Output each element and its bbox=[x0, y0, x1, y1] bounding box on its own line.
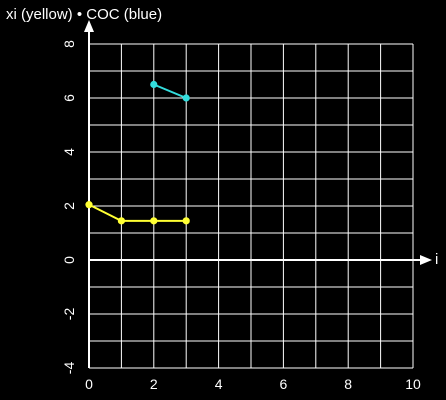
x-tick-label: 10 bbox=[405, 376, 421, 392]
x-tick-label: 6 bbox=[280, 376, 288, 392]
grid bbox=[88, 43, 414, 369]
data-point bbox=[85, 201, 93, 209]
series-line bbox=[88, 203, 187, 222]
y-tick-label: 4 bbox=[61, 148, 77, 156]
y-tick-label: 6 bbox=[61, 94, 77, 102]
series-group bbox=[85, 80, 190, 225]
x-tick-label: 2 bbox=[150, 376, 158, 392]
x-tick-label: 0 bbox=[85, 376, 93, 392]
y-tick-label: 8 bbox=[61, 40, 77, 48]
tick-labels: 8 6 4 2 0 -2 -4 0 2 4 6 8 10 bbox=[61, 40, 421, 392]
y-tick-label: -2 bbox=[61, 308, 77, 321]
y-tick-label: -4 bbox=[61, 362, 77, 375]
x-axis-arrow bbox=[420, 255, 432, 265]
y-axis-arrow bbox=[84, 20, 94, 32]
data-point bbox=[182, 94, 190, 102]
series-line bbox=[153, 83, 187, 99]
chart-title: xi (yellow) • COC (blue) bbox=[6, 6, 162, 23]
data-point bbox=[150, 80, 158, 89]
data-point bbox=[182, 217, 190, 225]
y-tick-label: 0 bbox=[61, 256, 77, 264]
axes bbox=[84, 20, 432, 368]
x-axis-label: i bbox=[435, 251, 438, 268]
data-point bbox=[117, 217, 125, 225]
data-point bbox=[150, 217, 158, 225]
y-tick-label: 2 bbox=[61, 202, 77, 210]
x-tick-label: 4 bbox=[215, 376, 223, 392]
x-tick-label: 8 bbox=[344, 376, 352, 392]
